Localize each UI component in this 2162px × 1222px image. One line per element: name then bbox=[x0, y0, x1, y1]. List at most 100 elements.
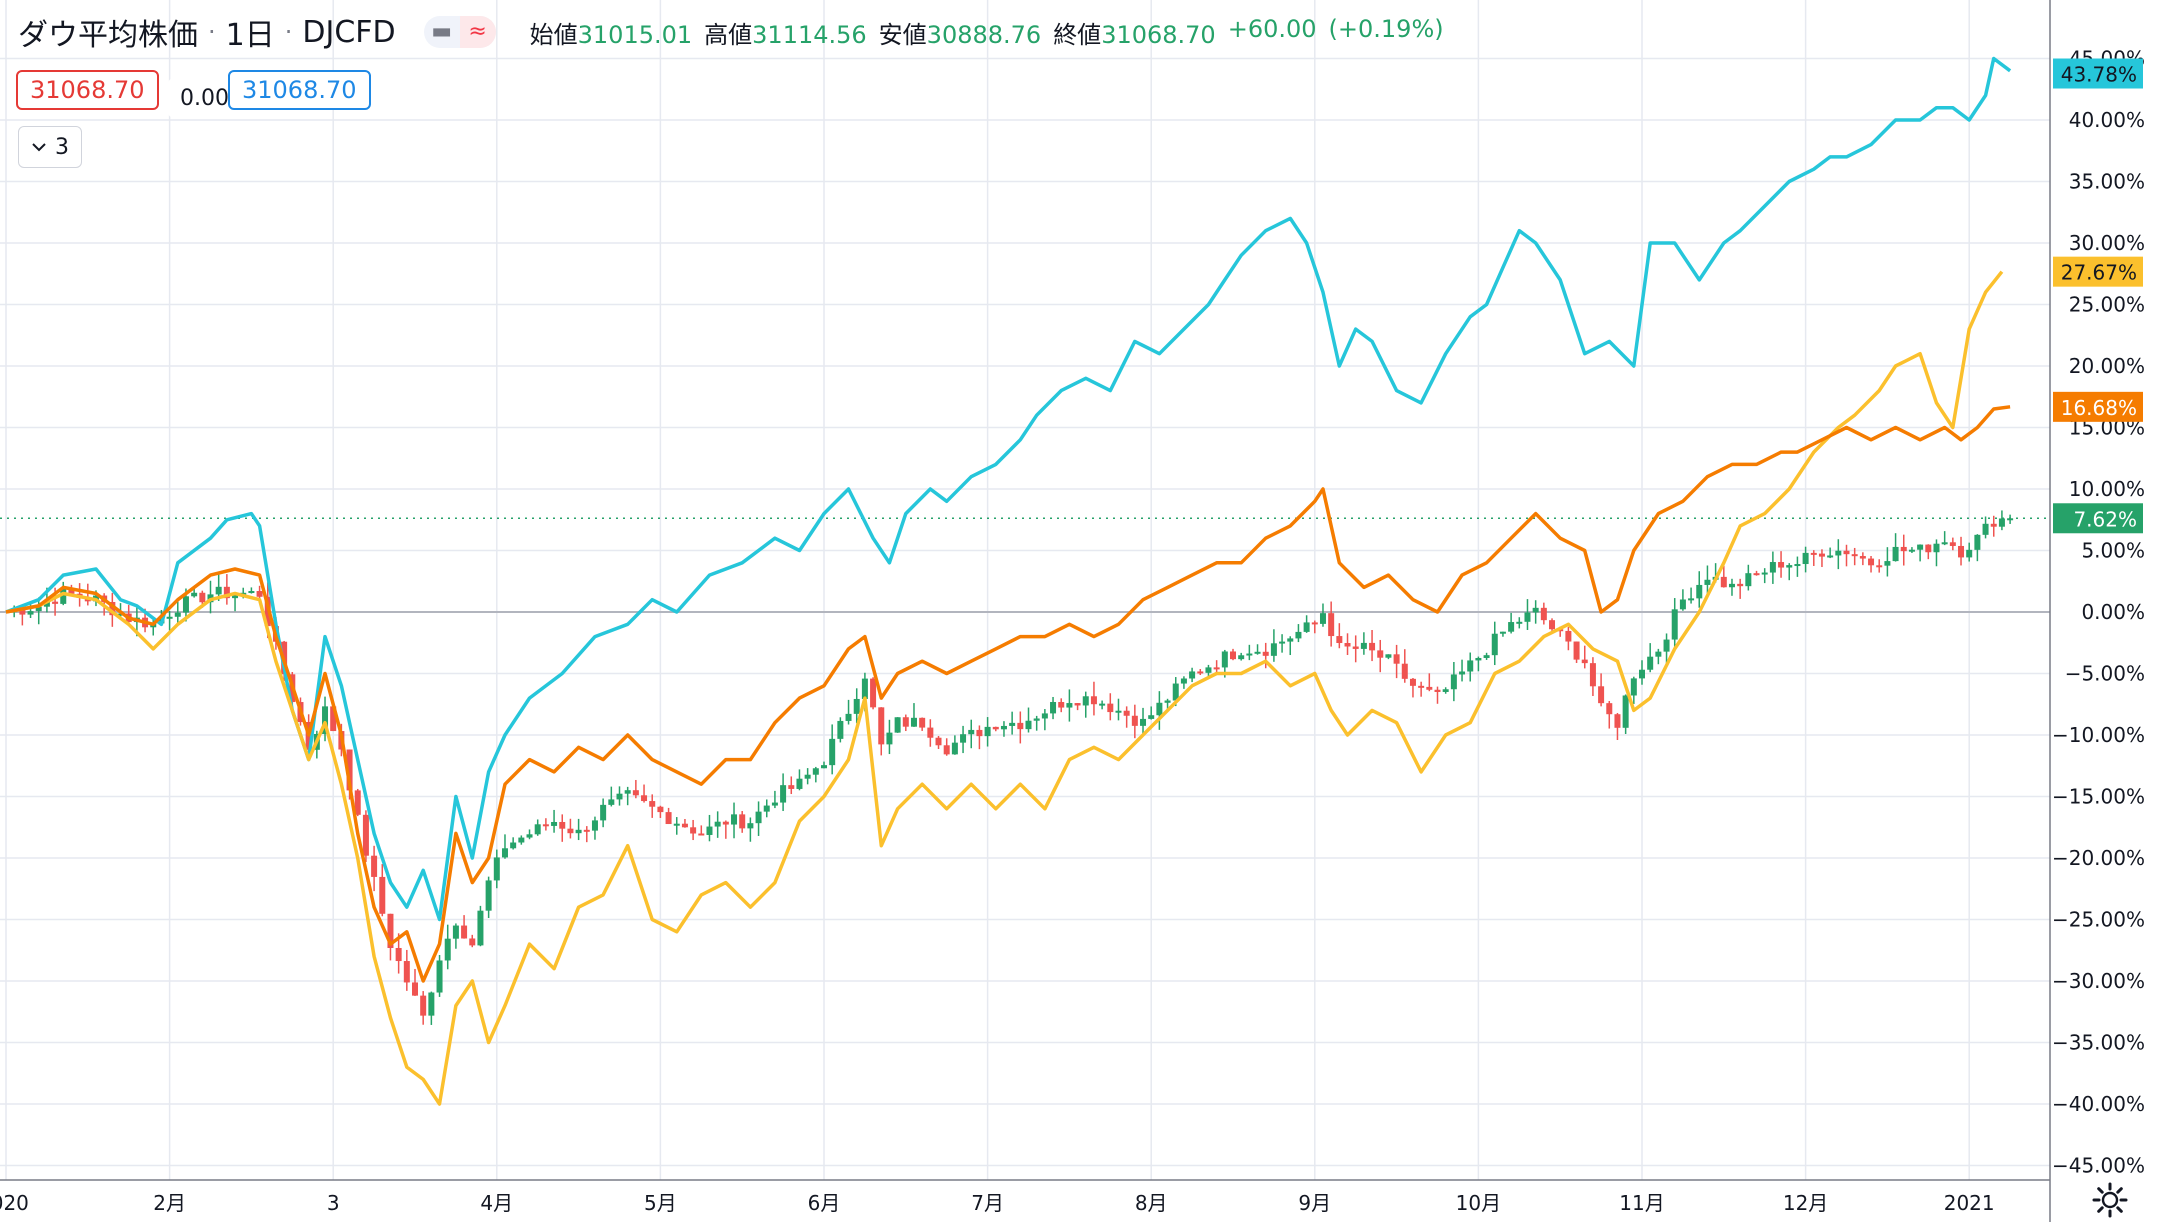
candle-body bbox=[632, 790, 639, 796]
candle-body bbox=[354, 790, 361, 815]
x-tick-label: 2021 bbox=[1944, 1191, 1995, 1215]
candle-body bbox=[1810, 552, 1817, 555]
close-label: 終値 bbox=[1053, 20, 1102, 49]
candle-body bbox=[1982, 523, 1989, 535]
candle-body bbox=[1688, 598, 1695, 601]
candle-body bbox=[403, 961, 410, 983]
candle-body bbox=[1197, 671, 1204, 674]
candle-body bbox=[1589, 663, 1596, 687]
chart-style-toggle[interactable]: ▬ ≈ bbox=[423, 16, 496, 48]
candle-body bbox=[1033, 718, 1040, 721]
candle-body bbox=[534, 824, 541, 835]
candle-body bbox=[1917, 544, 1924, 550]
wave-style-icon[interactable]: ≈ bbox=[459, 16, 496, 48]
exchange-label[interactable]: DJCFD bbox=[302, 14, 396, 50]
candle-body bbox=[690, 827, 697, 834]
line-style-icon[interactable]: ▬ bbox=[431, 19, 453, 44]
candle-body bbox=[1933, 543, 1940, 553]
candle-body bbox=[1090, 696, 1097, 705]
candle-body bbox=[412, 982, 418, 996]
candle-body bbox=[485, 880, 492, 911]
y-tick-label: −15.00% bbox=[2052, 785, 2145, 809]
candle-body bbox=[1082, 696, 1089, 706]
candle-body bbox=[1925, 544, 1932, 553]
candle-body bbox=[1050, 702, 1057, 714]
candle-body bbox=[330, 706, 337, 732]
candle-body bbox=[1532, 607, 1539, 613]
candle-body bbox=[420, 995, 427, 1016]
sell-price-button[interactable]: 31068.70 bbox=[16, 70, 159, 110]
close-value: 31068.70 bbox=[1101, 20, 1216, 49]
candle-body bbox=[469, 938, 476, 946]
candle-body bbox=[1213, 667, 1220, 670]
candle-body bbox=[1115, 710, 1122, 713]
buy-price-button[interactable]: 31068.70 bbox=[228, 70, 371, 110]
candle-body bbox=[1377, 650, 1384, 658]
candle-body bbox=[821, 765, 827, 769]
candle-body bbox=[1164, 700, 1171, 703]
candle-body bbox=[1606, 703, 1613, 715]
candle-body bbox=[968, 729, 975, 735]
candle-body bbox=[191, 592, 198, 597]
candle-body bbox=[1941, 542, 1948, 545]
series-line-cyan bbox=[5, 56, 2012, 922]
candle-body bbox=[1459, 671, 1466, 675]
x-tick-label: 2020 bbox=[0, 1191, 29, 1215]
candle-body bbox=[1287, 638, 1294, 642]
candle-body bbox=[117, 613, 124, 616]
candle-body bbox=[1270, 643, 1277, 656]
candle-body bbox=[1230, 651, 1236, 660]
candle-body bbox=[747, 823, 754, 829]
candle-body bbox=[1974, 534, 1981, 550]
separator-dot: · bbox=[208, 18, 216, 46]
last-value-badge-candles-text: 7.62% bbox=[2073, 507, 2137, 531]
candle-body bbox=[1156, 702, 1163, 716]
y-tick-label: 10.00% bbox=[2069, 477, 2145, 501]
candle-body bbox=[641, 795, 648, 802]
candle-body bbox=[19, 609, 26, 615]
x-tick-label: 5月 bbox=[644, 1191, 677, 1215]
gear-icon[interactable] bbox=[2090, 1180, 2130, 1220]
y-tick-label: −10.00% bbox=[2052, 723, 2145, 747]
candle-body bbox=[1679, 599, 1686, 610]
candle-body bbox=[1508, 622, 1515, 632]
y-tick-label: −5.00% bbox=[2065, 662, 2145, 686]
candle-body bbox=[256, 591, 263, 597]
candle-body bbox=[1516, 621, 1523, 624]
candle-body bbox=[1058, 702, 1065, 708]
candle-body bbox=[1786, 565, 1793, 568]
x-tick-label: 8月 bbox=[1135, 1191, 1168, 1215]
interval-label[interactable]: 1日 bbox=[225, 18, 275, 53]
candle-body bbox=[1025, 720, 1032, 730]
candle-body bbox=[960, 734, 967, 743]
candle-body bbox=[681, 823, 688, 828]
candle-body bbox=[551, 821, 558, 826]
candle-body bbox=[1598, 686, 1605, 704]
candle-body bbox=[1614, 714, 1621, 728]
symbol-title[interactable]: ダウ平均株価 bbox=[18, 18, 198, 53]
candle-body bbox=[215, 586, 222, 595]
candle-body bbox=[1908, 549, 1915, 552]
candle-body bbox=[1189, 671, 1196, 679]
candle-body bbox=[1737, 583, 1744, 587]
indicators-collapse-button[interactable]: 3 bbox=[18, 126, 82, 168]
candle-body bbox=[771, 802, 778, 806]
candle-body bbox=[60, 587, 67, 604]
candle-body bbox=[1998, 518, 2005, 527]
candle-body bbox=[395, 947, 402, 962]
low-value: 30888.76 bbox=[926, 20, 1042, 49]
candle-body bbox=[1393, 654, 1400, 664]
candle-body bbox=[1483, 655, 1490, 658]
candle-body bbox=[1041, 713, 1048, 719]
candle-body bbox=[1769, 562, 1776, 573]
candle-body bbox=[346, 749, 353, 791]
candle-body bbox=[804, 774, 811, 779]
candle-body bbox=[853, 698, 860, 714]
candle-body bbox=[1827, 555, 1834, 558]
candle-body bbox=[780, 785, 787, 803]
candle-body bbox=[1622, 695, 1629, 728]
candle-body bbox=[616, 793, 623, 800]
y-tick-label: 25.00% bbox=[2069, 293, 2145, 317]
candle-body bbox=[870, 678, 877, 708]
